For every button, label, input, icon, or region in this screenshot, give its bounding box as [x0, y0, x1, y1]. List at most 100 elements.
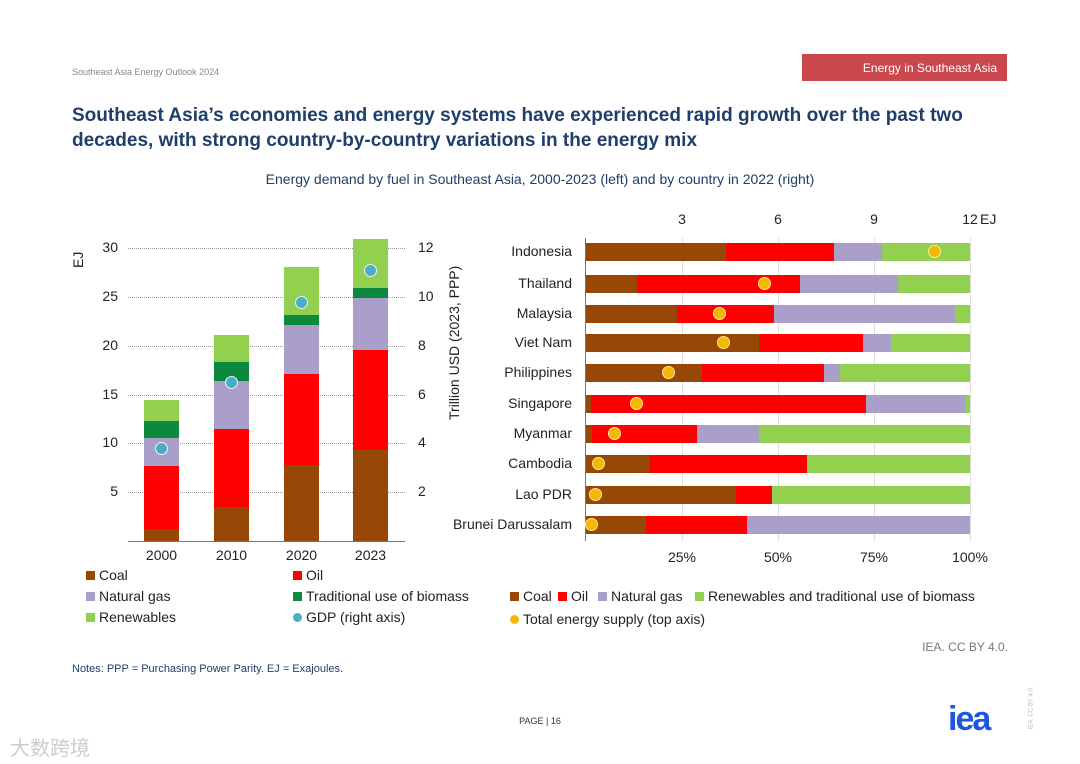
tes-point-Myanmar: [607, 427, 621, 440]
legend-r-gas-label: Natural gas: [611, 588, 683, 604]
bar-oil-2023: [353, 349, 388, 451]
legend-r-oil: Oil: [558, 588, 588, 604]
bar-coal-Singapore: [586, 395, 591, 413]
legend-r-renewables-label: Renewables and traditional use of biomas…: [708, 588, 975, 604]
legend-oil-label: Oil: [306, 567, 324, 583]
legend-trad-biomass-swatch: [293, 591, 302, 601]
bar-gas-Myanmar: [697, 425, 759, 443]
bar-ren-Myanmar: [758, 425, 970, 443]
y2-tick-label: 6: [418, 385, 426, 402]
bar-coal-2023: [353, 450, 388, 541]
y-tick-label: 25: [102, 287, 118, 304]
bar-ren-Malaysia: [954, 305, 970, 323]
category-label: Thailand: [518, 275, 572, 291]
tes-point-Brunei Darussalam: [585, 518, 599, 531]
legend-renewables-label: Renewables: [99, 609, 177, 625]
grid-line: [128, 394, 405, 396]
top-axis-unit: EJ: [980, 211, 997, 227]
legend-oil: Oil: [293, 567, 323, 583]
bar-gas-Philippines: [824, 364, 840, 382]
y-tick-label: 20: [102, 336, 118, 353]
bar-ren-2023: [353, 239, 388, 289]
bar-ren-2010: [214, 334, 249, 363]
legend-r-oil-label: Oil: [571, 588, 589, 604]
legend-r-coal: Coal: [510, 588, 552, 604]
bar-coal-Philippines: [586, 364, 703, 382]
tes-point-Viet Nam: [716, 336, 730, 349]
legend-r-renewables-swatch: [695, 591, 704, 601]
y-axis-line: [585, 238, 586, 541]
gdp-point-2020: [295, 295, 308, 309]
grid-line-vertical: [778, 238, 779, 541]
section-tag: Energy in Southeast Asia: [802, 54, 1007, 81]
bar-oil-2000: [144, 465, 179, 530]
running-title: Southeast Asia Energy Outlook 2024: [72, 67, 220, 77]
y-tick-label: 15: [102, 385, 118, 402]
chart-subtitle: Energy demand by fuel in Southeast Asia,…: [265, 171, 815, 187]
bar-gas-Thailand: [799, 275, 899, 293]
x-tick-label: 2000: [145, 547, 178, 563]
legend-gas-label: Natural gas: [99, 588, 171, 604]
top-axis-tick-label: 6: [774, 211, 782, 227]
credit: IEA. CC BY 4.0.: [922, 640, 1008, 654]
tes-point-Cambodia: [591, 457, 605, 470]
bar-ren-Singapore: [964, 395, 970, 413]
grid-line: [128, 248, 405, 249]
top-axis-tick-label: 9: [870, 211, 878, 227]
page-title: Southeast Asia’s economies and energy sy…: [72, 105, 963, 151]
legend-coal-label: Coal: [99, 567, 128, 583]
bar-coal-2000: [144, 529, 179, 541]
x-tick-label: 75%: [859, 549, 889, 565]
top-axis-tick-label: 3: [678, 211, 686, 227]
bar-ren-Indonesia: [882, 243, 970, 261]
y2-tick-label: 8: [418, 336, 426, 353]
legend-coal-swatch: [86, 570, 95, 580]
legend-gdp-label: GDP (right axis): [306, 609, 406, 625]
bar-oil-2020: [284, 373, 319, 465]
watermark: 大数跨境: [10, 738, 90, 760]
grid-line: [128, 443, 405, 445]
bar-oil-Lao PDR: [735, 486, 772, 504]
category-label: Indonesia: [511, 243, 572, 259]
side-credit: IEA. CC BY 4.0.: [1028, 686, 1035, 730]
legend-r-tes-swatch: [510, 614, 519, 624]
bar-coal-2020: [284, 464, 319, 541]
grid-line-vertical: [682, 238, 683, 541]
bar-gas-Indonesia: [833, 243, 883, 261]
y2-tick-label: 10: [418, 287, 434, 304]
legend-coal: Coal: [86, 567, 128, 583]
bar-coal-Indonesia: [586, 243, 726, 261]
tes-point-Philippines: [662, 366, 676, 379]
bar-trad-2010: [214, 362, 249, 381]
iea-logo: iea: [948, 700, 991, 738]
legend-r-renewables: Renewables and traditional use of biomas…: [695, 588, 975, 604]
category-label: Malaysia: [516, 305, 572, 321]
bar-coal-Myanmar: [586, 425, 592, 443]
legend-r-oil-swatch: [558, 591, 567, 601]
top-axis-tick-label: 12: [962, 211, 978, 227]
grid-line: [128, 296, 405, 298]
category-label: Brunei Darussalam: [452, 516, 572, 532]
category-label: Viet Nam: [514, 334, 572, 350]
bar-oil-Thailand: [637, 275, 800, 293]
bar-ren-Philippines: [839, 364, 970, 382]
bar-gas-Viet Nam: [862, 334, 891, 352]
bar-gas-2020: [284, 325, 319, 374]
y2-tick-label: 4: [418, 434, 426, 451]
y2-tick-label: 12: [418, 239, 434, 255]
y2-tick-label: 2: [418, 483, 426, 500]
grid-line-vertical: [970, 238, 971, 541]
category-label: Philippines: [504, 364, 572, 380]
bar-ren-Viet Nam: [890, 334, 970, 352]
page-number: PAGE | 16: [519, 716, 561, 726]
bar-trad-2020: [284, 315, 319, 326]
y-tick-label: 10: [102, 434, 118, 451]
legend-r-gas-swatch: [598, 591, 607, 601]
legend-oil-swatch: [293, 570, 302, 580]
bar-oil-Brunei Darussalam: [646, 516, 748, 534]
bar-ren-Lao PDR: [771, 486, 970, 504]
tes-point-Indonesia: [927, 245, 941, 258]
bar-coal-Thailand: [586, 275, 638, 293]
bar-ren-2000: [144, 400, 179, 421]
bar-coal-Lao PDR: [586, 486, 736, 504]
